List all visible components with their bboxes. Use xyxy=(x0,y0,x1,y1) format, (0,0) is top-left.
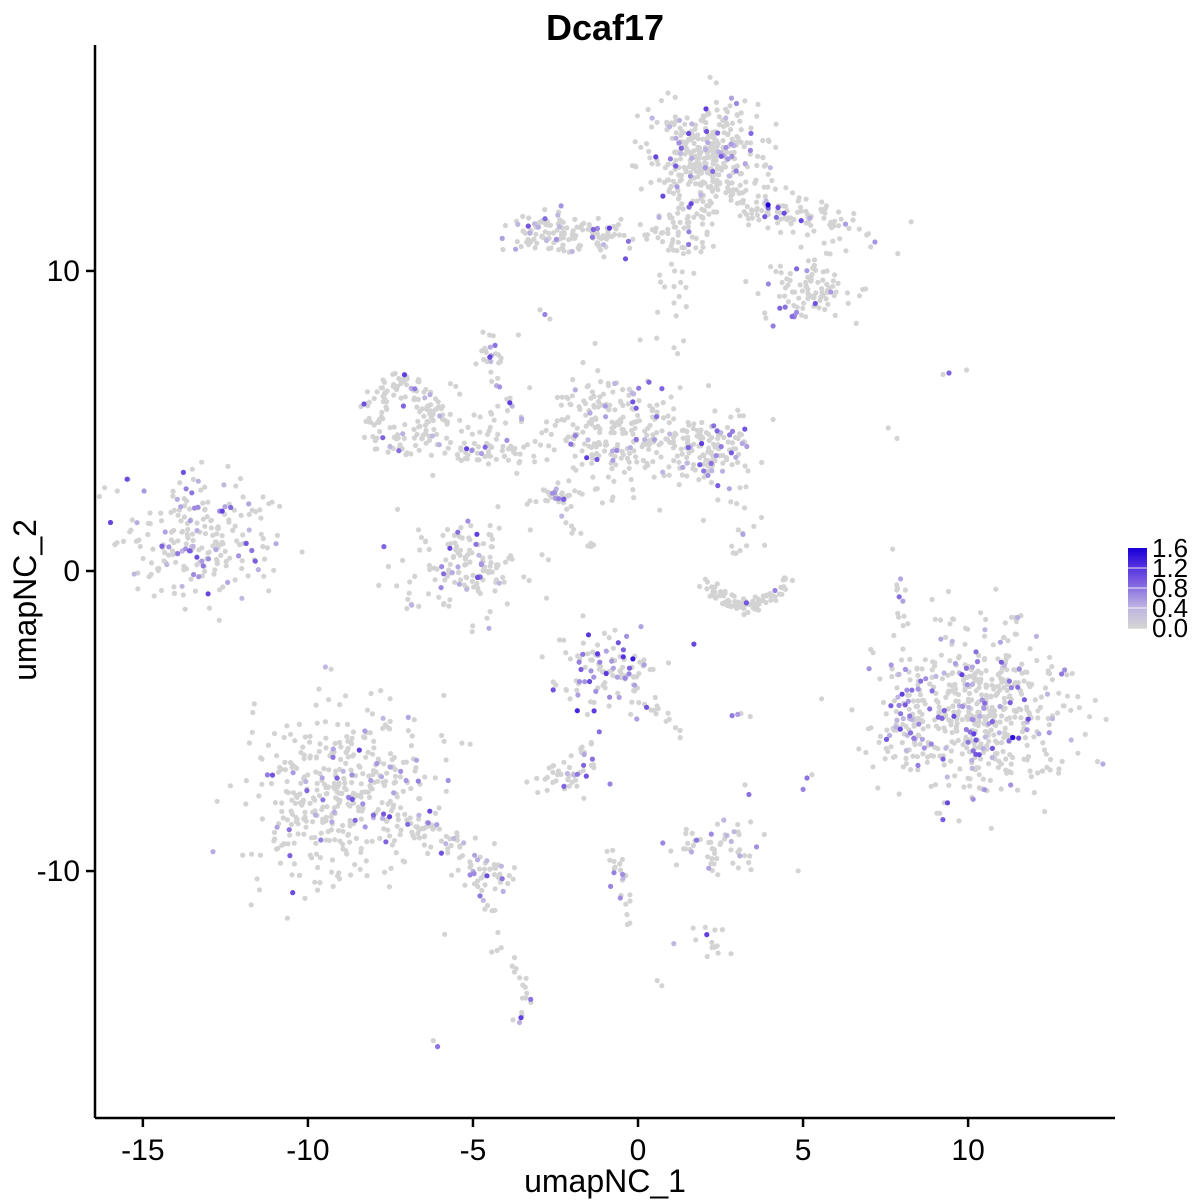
x-tick-label: 5 xyxy=(795,1134,812,1167)
legend-tick-label: 0.4 xyxy=(1152,593,1188,623)
scatter-points-layer xyxy=(96,74,1109,1050)
x-tick-label: -15 xyxy=(121,1134,164,1167)
legend-tick-label: 0.8 xyxy=(1152,573,1188,603)
y-tick-label: 0 xyxy=(63,555,80,588)
x-tick-label: 0 xyxy=(630,1134,647,1167)
legend-tick-label: 1.2 xyxy=(1152,553,1188,583)
x-tick-label: 10 xyxy=(951,1134,984,1167)
plot-title: Dcaf17 xyxy=(546,7,664,48)
x-tick-label: -10 xyxy=(286,1134,329,1167)
x-axis-title: umapNC_1 xyxy=(524,1163,686,1199)
legend-tick-label: 1.6 xyxy=(1152,533,1188,563)
y-tick-label: 10 xyxy=(47,255,80,288)
legend-tick-label: 0.0 xyxy=(1152,613,1188,643)
legend-colorbar: 1.61.20.80.40.0 xyxy=(1128,533,1188,643)
y-axis-title: umapNC_2 xyxy=(7,519,43,681)
axes-layer: -15 -10 -5 0 5 10 10 0 -10 xyxy=(37,45,1115,1167)
x-tick-label: -5 xyxy=(460,1134,487,1167)
y-tick-label: -10 xyxy=(37,855,80,888)
